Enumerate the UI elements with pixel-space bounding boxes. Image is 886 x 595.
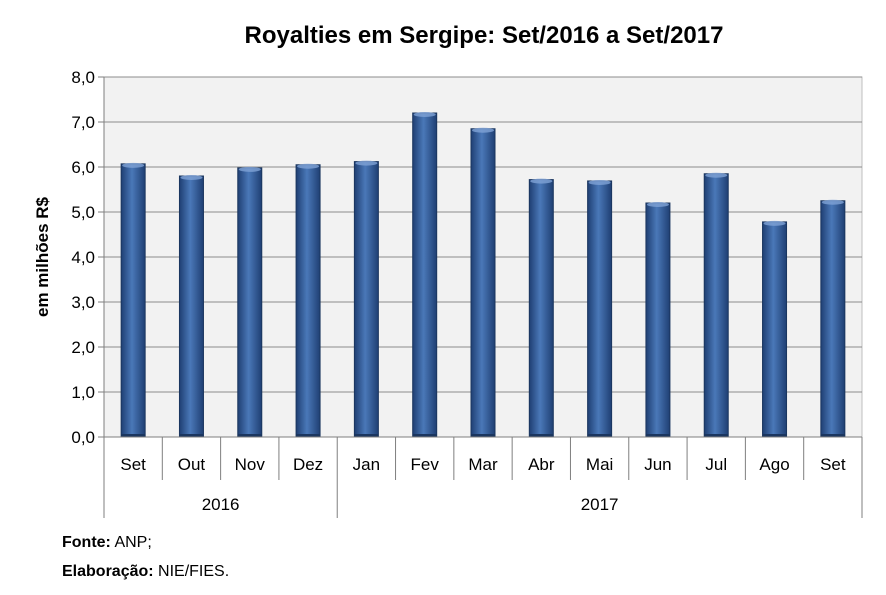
bar-base	[296, 434, 321, 437]
y-tick-label: 2,0	[71, 338, 95, 357]
x-tick-label: Set	[820, 455, 846, 474]
bar-base	[704, 434, 729, 437]
bar-top	[705, 172, 728, 178]
footer-credit: Elaboração: NIE/FIES.	[62, 563, 229, 581]
bar-base	[121, 434, 146, 437]
x-tick-label: Mar	[468, 455, 498, 474]
bar-top	[821, 199, 844, 205]
bar	[820, 200, 846, 438]
bar-top	[646, 202, 669, 207]
bar-top	[472, 127, 494, 133]
y-tick-label: 3,0	[71, 293, 95, 312]
bar	[178, 175, 204, 438]
bar	[762, 221, 788, 438]
y-tick-label: 0,0	[71, 428, 95, 447]
credit-label: Elaboração:	[62, 563, 154, 580]
bar	[120, 163, 146, 438]
year-group-label: 2017	[581, 495, 619, 514]
x-axis: Set Out Nov Dez Jan Fev Mar Abr Mai Jun Jul Ago Set 2…	[103, 436, 863, 518]
bar	[353, 161, 379, 438]
x-tick-label: Out	[178, 455, 206, 474]
y-tick-label: 5,0	[71, 203, 95, 222]
bar	[295, 164, 321, 438]
chart-title: Royalties em Sergipe: Set/2016 a Set/201…	[245, 22, 724, 49]
x-tick-label: Ago	[759, 455, 789, 474]
x-tick-label: Fev	[411, 455, 440, 474]
y-tick-label: 4,0	[71, 248, 95, 267]
y-axis: 0,0 1,0 2,0 3,0 4,0 5,0 6,0 7,0 8,0	[71, 68, 105, 447]
x-tick-label: Dez	[293, 455, 323, 474]
bar-base	[820, 434, 845, 437]
bar-base	[237, 434, 262, 437]
x-tick-label: Jun	[644, 455, 671, 474]
bar-top	[588, 179, 611, 185]
x-tick-label: Set	[120, 455, 146, 474]
bar	[703, 173, 729, 438]
bar-base	[179, 434, 204, 437]
bar	[237, 167, 263, 438]
x-tick-label: Jan	[353, 455, 380, 474]
bar-top	[530, 178, 553, 184]
bar	[528, 179, 554, 438]
x-tick-label: Nov	[235, 455, 266, 474]
y-tick-label: 8,0	[71, 68, 95, 87]
bar-top	[413, 112, 436, 117]
bar	[412, 112, 438, 438]
bar-base	[529, 434, 554, 437]
bar-top	[763, 220, 786, 226]
year-group-label: 2016	[202, 495, 240, 514]
bar-top	[238, 166, 261, 172]
bar-base	[645, 434, 670, 437]
bar-top	[122, 162, 145, 168]
credit-value: NIE/FIES.	[153, 563, 230, 580]
bar-base	[587, 434, 612, 437]
footer-source: Fonte: ANP;	[62, 534, 152, 552]
bar-top	[355, 160, 378, 166]
y-tick-label: 1,0	[71, 383, 95, 402]
x-tick-label: Jul	[705, 455, 727, 474]
bar	[645, 202, 671, 438]
bar-base	[762, 434, 787, 437]
x-tick-label: Abr	[528, 455, 555, 474]
y-axis-label: em milhões R$	[33, 196, 52, 317]
bar-top	[180, 175, 203, 180]
bar-base	[354, 434, 379, 437]
y-tick-label: 7,0	[71, 113, 95, 132]
bar-base	[412, 434, 437, 437]
bar-top	[297, 163, 320, 169]
source-value: ANP;	[110, 534, 152, 551]
bar	[470, 128, 496, 438]
y-tick-label: 6,0	[71, 158, 95, 177]
bar-base	[471, 434, 495, 437]
x-tick-label: Mai	[586, 455, 613, 474]
source-label: Fonte:	[62, 534, 111, 551]
bar	[587, 180, 613, 438]
